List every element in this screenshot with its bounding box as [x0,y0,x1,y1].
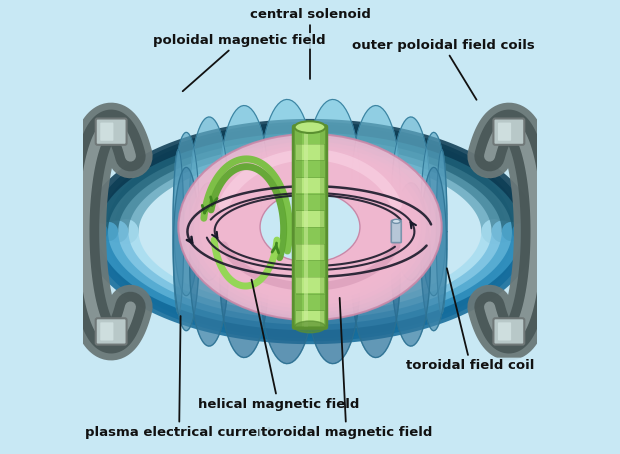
Bar [296,311,324,326]
Bar [296,178,324,193]
Ellipse shape [294,321,326,333]
Bar [304,127,309,327]
Bar [296,128,324,143]
Ellipse shape [179,134,441,320]
Bar [296,277,324,293]
Polygon shape [174,133,199,296]
Bar [320,127,326,327]
Polygon shape [260,200,314,364]
FancyBboxPatch shape [498,123,511,141]
Ellipse shape [260,192,360,262]
Bar [322,131,326,323]
Polygon shape [190,117,229,280]
FancyBboxPatch shape [391,221,401,242]
Polygon shape [352,194,400,358]
Text: plasma electrical current: plasma electrical current [86,316,273,439]
Ellipse shape [184,138,436,316]
Polygon shape [190,183,229,346]
Bar [296,161,324,177]
Bar [296,244,324,260]
Bar [296,227,324,243]
Polygon shape [306,200,360,364]
FancyBboxPatch shape [494,118,525,145]
Ellipse shape [294,121,326,133]
Bar [296,144,324,160]
Bar [296,261,324,276]
Bar [296,194,324,210]
Polygon shape [352,105,400,269]
Ellipse shape [194,145,426,309]
Polygon shape [220,194,268,358]
Text: helical magnetic field: helical magnetic field [198,280,359,410]
Polygon shape [173,150,184,313]
Polygon shape [436,150,447,313]
FancyBboxPatch shape [494,318,525,345]
Polygon shape [306,99,360,263]
Ellipse shape [189,141,431,313]
Ellipse shape [215,160,405,294]
Bar [296,211,324,227]
Polygon shape [174,168,199,331]
FancyBboxPatch shape [293,126,327,328]
Polygon shape [421,133,446,296]
Text: toroidal field coil: toroidal field coil [406,268,534,372]
FancyBboxPatch shape [95,118,126,145]
Ellipse shape [205,153,415,301]
Ellipse shape [392,219,401,223]
Polygon shape [220,105,268,269]
Text: central solenoid: central solenoid [250,8,370,79]
FancyBboxPatch shape [100,322,113,340]
Ellipse shape [200,149,420,305]
Ellipse shape [179,134,441,320]
Bar [294,127,303,327]
Ellipse shape [210,156,410,298]
FancyBboxPatch shape [95,318,126,345]
Polygon shape [421,168,446,331]
Polygon shape [391,183,430,346]
Bar [296,294,324,310]
Text: toroidal magnetic field: toroidal magnetic field [260,298,432,439]
Polygon shape [260,99,314,263]
FancyBboxPatch shape [100,123,113,141]
FancyBboxPatch shape [498,322,511,340]
Text: poloidal magnetic field: poloidal magnetic field [153,35,326,91]
Text: outer poloidal field coils: outer poloidal field coils [352,39,534,100]
Polygon shape [391,117,430,280]
